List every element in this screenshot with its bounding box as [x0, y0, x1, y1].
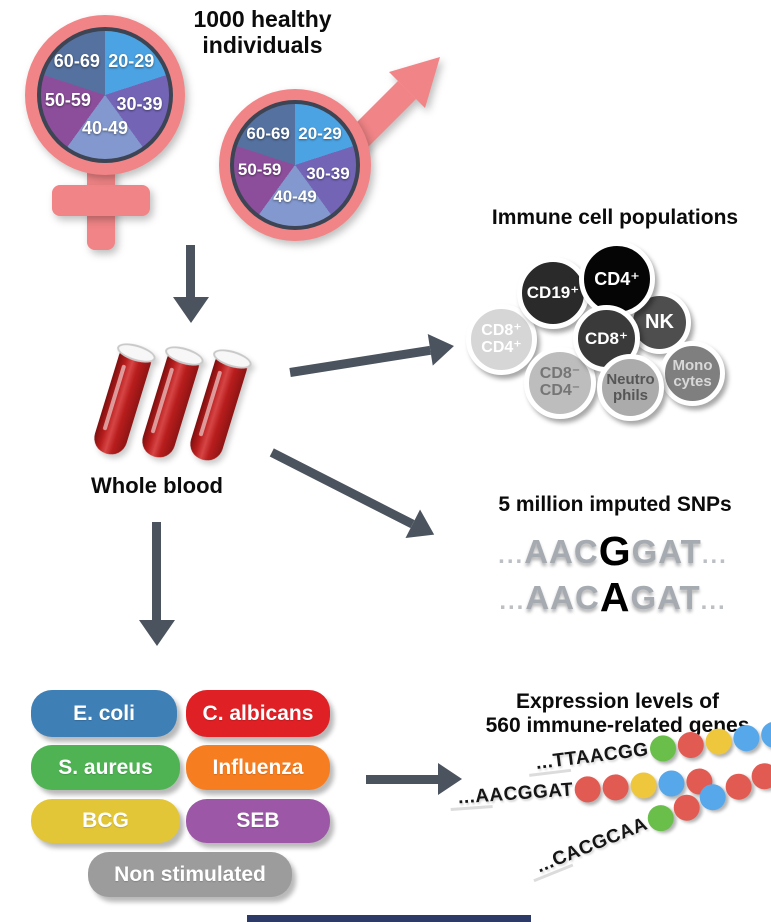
sequence-dot	[574, 775, 603, 804]
sequence-ellipsis: ...	[701, 542, 728, 569]
snp-sequence-row: ...AACAGAT...	[448, 572, 771, 620]
sequence-ellipsis: ...	[700, 588, 727, 615]
pie-slice-label-60-69: 60-69	[246, 123, 290, 143]
arrow-individuals-to-blood	[173, 245, 209, 323]
snp-sequences: ...AACGGAT... ...AACAGAT...	[448, 526, 771, 620]
female-age-pie: 20-29 30-39 40-49 50-59 60-69	[41, 31, 169, 159]
arrow-shaft	[269, 448, 415, 529]
pie-slice-label-30-39: 30-39	[116, 93, 163, 114]
arrow-head	[427, 330, 457, 366]
pie-slice-label-20-29: 20-29	[298, 123, 342, 143]
arrow-shaft	[186, 245, 195, 297]
pie-slice-label-50-59: 50-59	[237, 160, 282, 180]
sequence-dot	[676, 730, 706, 760]
male-symbol-icon: 20-29 30-39 40-49 50-59 60-69	[219, 89, 371, 241]
immune-cell-cd8pos-cd4pos: CD8⁺ CD4⁺	[466, 304, 537, 375]
main-title: 1000 healthy individuals	[170, 6, 355, 58]
immune-cell-monocytes: Mono cytes	[660, 341, 725, 406]
main-title-line1: 1000 healthy	[193, 6, 332, 32]
immune-cell-neutrophils: Neutro phils	[597, 354, 664, 421]
sequence-flank: AAC	[525, 579, 600, 616]
snp-variant-letter: A	[599, 574, 631, 620]
immune-cells-title: Immune cell populations	[491, 206, 739, 229]
pie-slice-label-60-69: 60-69	[53, 51, 100, 72]
pie-slice-label-40-49: 40-49	[273, 186, 317, 206]
sequence-flank: GAT	[631, 533, 702, 570]
stimulus-pill-calbicans: C. albicans	[186, 690, 330, 737]
sequence-dot	[630, 771, 658, 800]
sequence-flank: GAT	[630, 579, 701, 616]
stimulus-pill-saureus: S. aureus	[31, 745, 180, 790]
arrow-shaft	[366, 775, 438, 784]
arrow-stimuli-to-expression	[366, 763, 462, 795]
sequence-dot	[648, 733, 678, 763]
female-symbol-icon: 20-29 30-39 40-49 50-59 60-69	[25, 15, 185, 175]
pie-slice-label-40-49: 40-49	[81, 118, 129, 139]
sequence-dot	[602, 773, 630, 802]
expression-title: Expression levels of 560 immune-related …	[485, 690, 750, 737]
sequence-dot	[704, 727, 734, 757]
pie-slice-label-20-29: 20-29	[108, 51, 155, 72]
sequence-flank: AAC	[524, 533, 599, 570]
male-age-pie: 20-29 30-39 40-49 50-59 60-69	[234, 104, 356, 226]
arrow-head	[405, 509, 442, 549]
stimulus-pill-non-stimulated: Non stimulated	[88, 852, 292, 897]
snps-title: 5 million imputed SNPs	[498, 493, 732, 516]
pie-slice-label-30-39: 30-39	[306, 163, 350, 183]
snp-variant-letter: G	[598, 528, 632, 574]
stimulus-pill-seb: SEB	[186, 799, 330, 843]
sequence-ellipsis: ...	[498, 542, 525, 569]
stimulus-pill-influenza: Influenza	[186, 745, 330, 790]
immune-cell-cd8: CD8⁺	[573, 305, 640, 372]
arrow-head	[173, 297, 209, 323]
sequence-dot	[760, 720, 771, 750]
sequence-ellipsis: ...	[499, 588, 526, 615]
male-pie-ring: 20-29 30-39 40-49 50-59 60-69	[230, 100, 360, 230]
gene-sequence: ...CACGCAA	[533, 813, 651, 878]
female-pie-ring: 20-29 30-39 40-49 50-59 60-69	[37, 27, 173, 163]
stimulus-pill-ecoli: E. coli	[31, 690, 177, 737]
female-symbol-crossbar	[52, 185, 150, 216]
arrow-blood-to-stimuli	[139, 522, 175, 646]
sequence-dot	[658, 769, 686, 798]
arrow-head	[139, 620, 175, 646]
arrow-blood-to-snps	[265, 438, 442, 549]
arrow-blood-to-cells	[287, 330, 457, 388]
pie-slice-label-50-59: 50-59	[44, 89, 91, 110]
immune-cell-cd19: CD19⁺	[517, 257, 589, 329]
snp-sequence-row: ...AACGGAT...	[448, 526, 771, 574]
immune-cell-cd4: CD4⁺	[579, 241, 655, 317]
dna-strand-line	[450, 804, 493, 811]
arrow-shaft	[289, 345, 432, 377]
sequence-dot	[732, 723, 762, 753]
arrow-head	[438, 763, 462, 795]
arrow-shaft	[152, 522, 161, 620]
main-title-line2: individuals	[202, 32, 323, 58]
whole-blood-label: Whole blood	[91, 473, 223, 498]
stimulus-pill-bcg: BCG	[31, 799, 180, 843]
bottom-crop-bar	[247, 915, 531, 922]
